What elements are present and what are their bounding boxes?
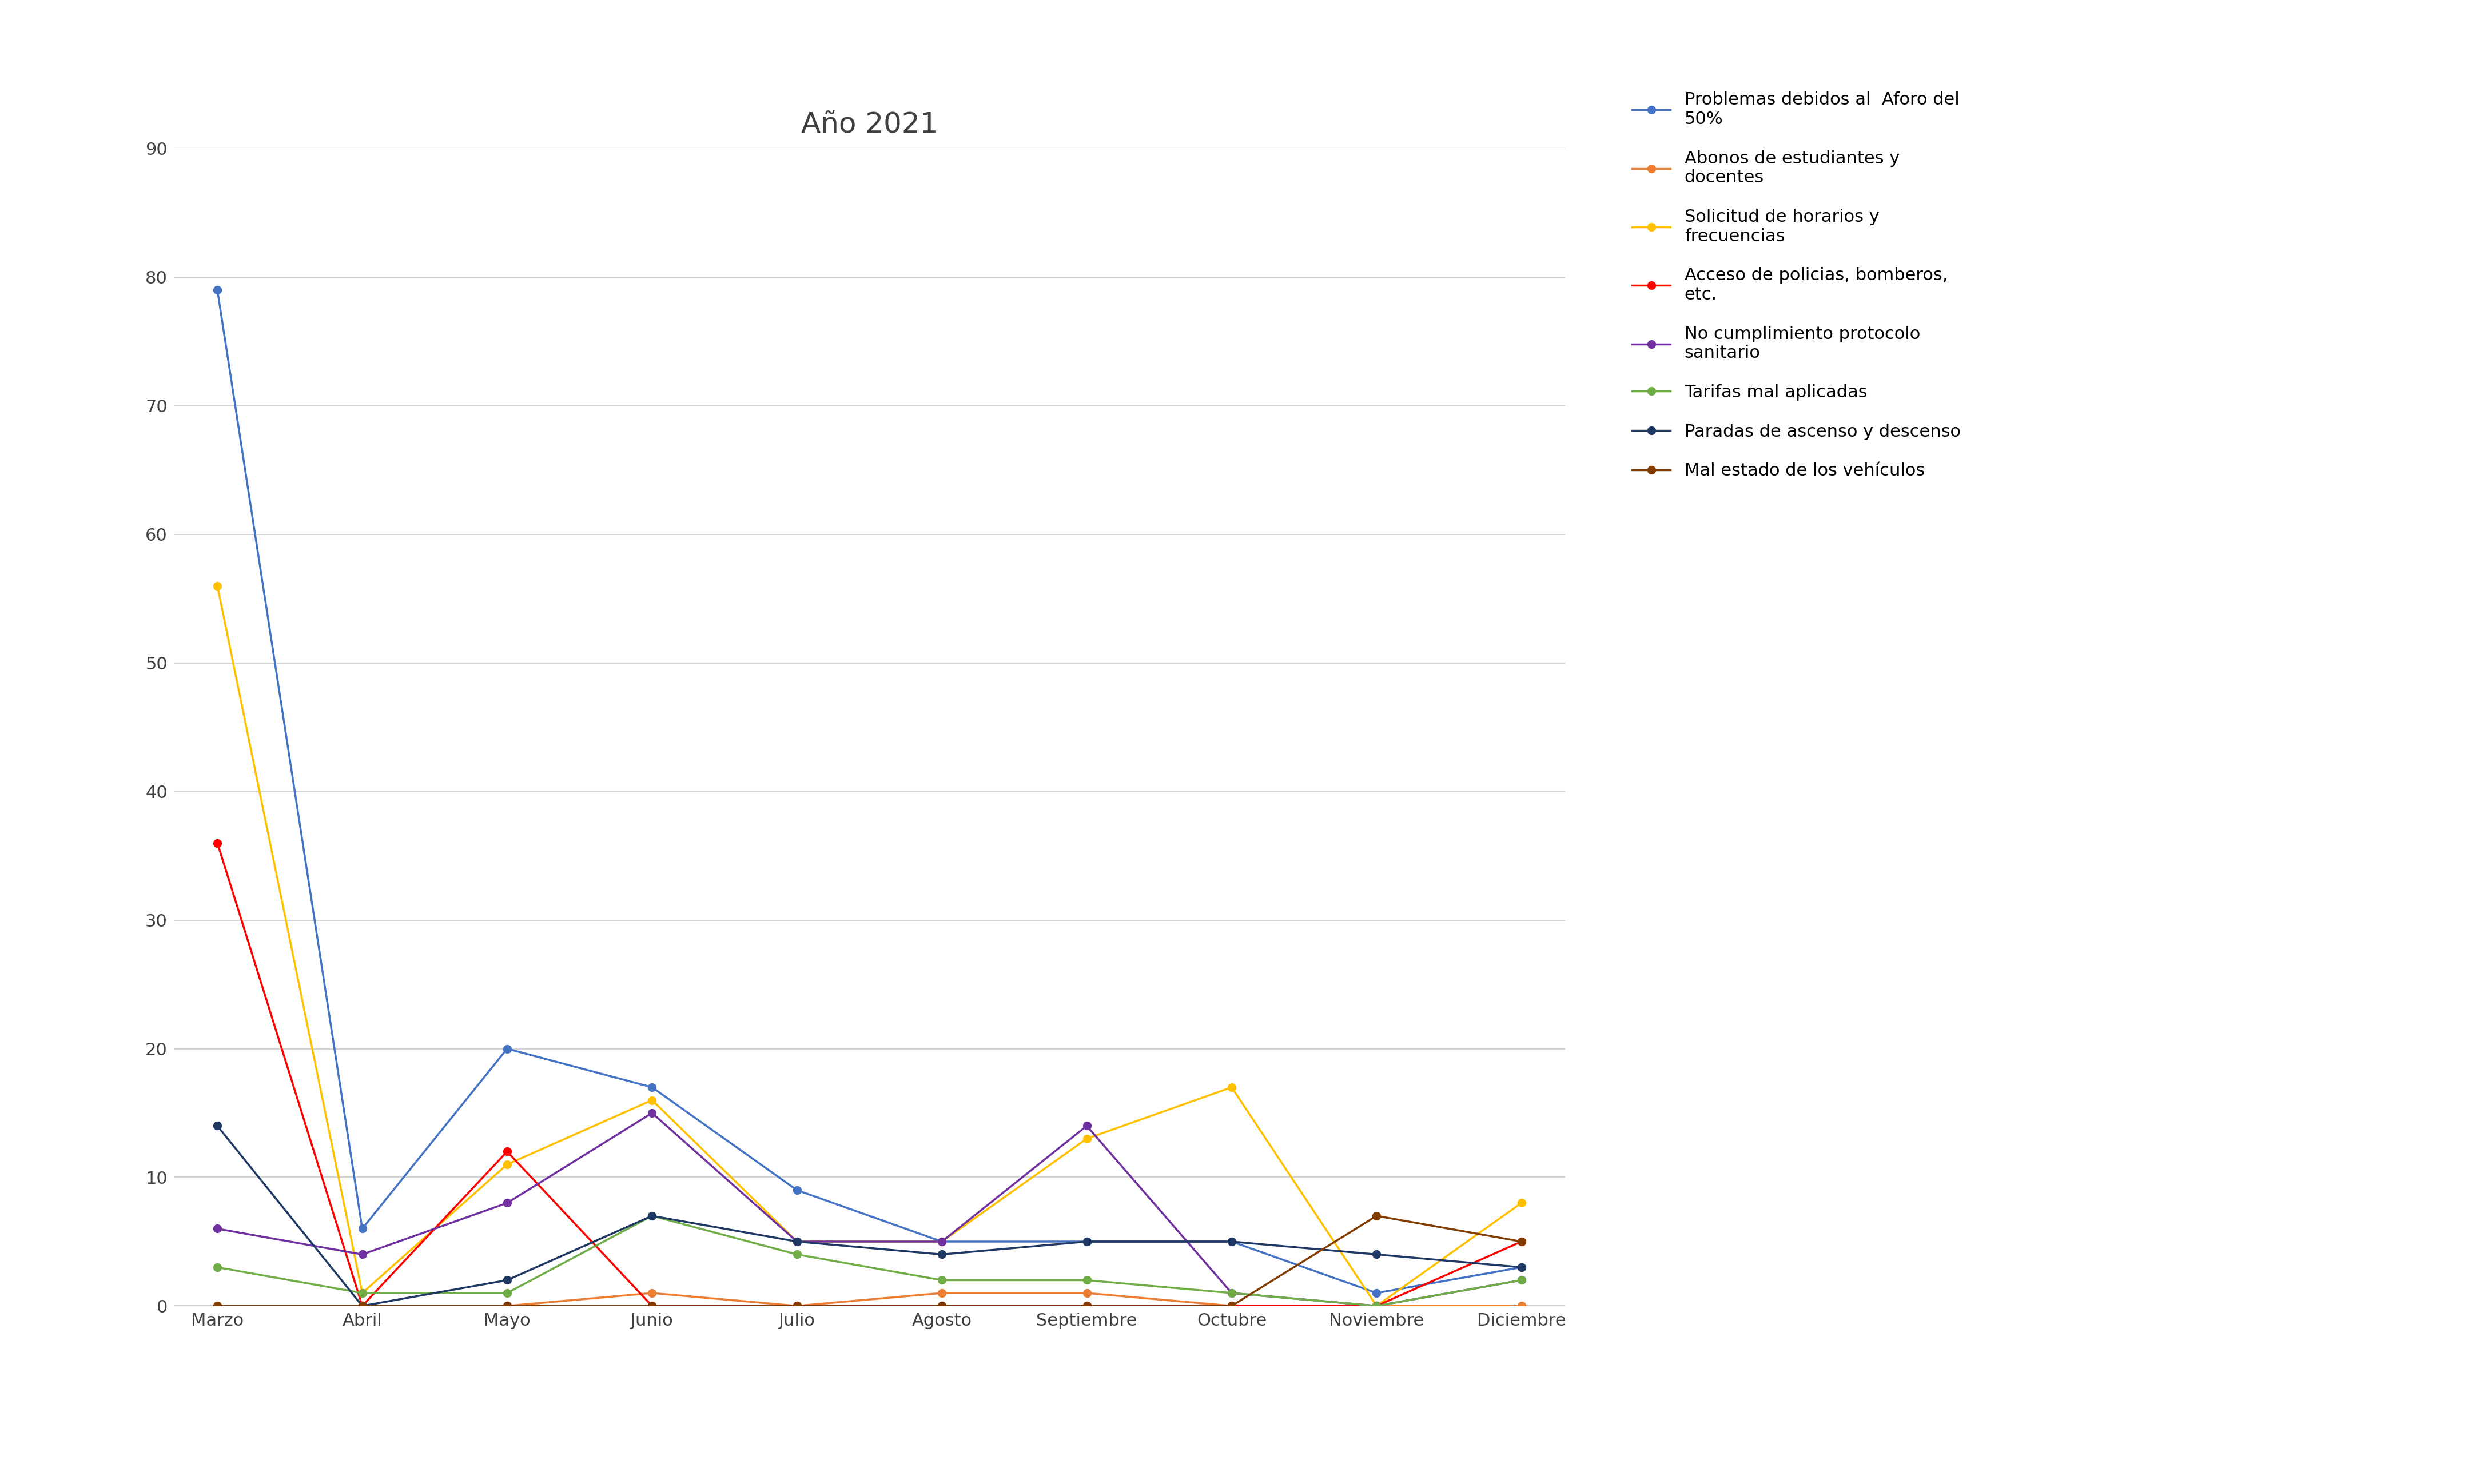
Paradas de ascenso y descenso <box>1073 1233 1103 1251</box>
Legend: Problemas debidos al  Aforo del
50%, Abonos de estudiantes y
docentes, Solicitud: Problemas debidos al Aforo del 50%, Abon… <box>1625 83 1970 488</box>
Line: Problemas debidos al  Aforo del
50%: Problemas debidos al Aforo del 50% <box>214 286 1525 1297</box>
Paradas de ascenso y descenso <box>782 1233 812 1251</box>
Mal estado de los vehículos <box>1073 1297 1103 1315</box>
Acceso de policias, bomberos,
etc. <box>782 1297 812 1315</box>
Problemas debidos al  Aforo del
50% <box>782 1181 812 1199</box>
Solicitud de horarios y
frecuencias <box>348 1284 378 1301</box>
Line: Paradas de ascenso y descenso: Paradas de ascenso y descenso <box>214 1122 1525 1310</box>
Abonos de estudiantes y
docentes <box>1505 1297 1535 1315</box>
Line: Mal estado de los vehículos: Mal estado de los vehículos <box>214 1212 1525 1310</box>
Mal estado de los vehículos <box>1217 1297 1247 1315</box>
Mal estado de los vehículos <box>1505 1233 1535 1251</box>
Line: No cumplimiento protocolo
sanitario: No cumplimiento protocolo sanitario <box>214 1109 1525 1310</box>
Abonos de estudiantes y
docentes <box>782 1297 812 1315</box>
Abonos de estudiantes y
docentes <box>1361 1297 1391 1315</box>
Tarifas mal aplicadas <box>1361 1297 1391 1315</box>
Mal estado de los vehículos <box>1361 1206 1391 1224</box>
Solicitud de horarios y
frecuencias <box>1361 1297 1391 1315</box>
Solicitud de horarios y
frecuencias <box>1073 1129 1103 1147</box>
Paradas de ascenso y descenso <box>204 1117 233 1135</box>
No cumplimiento protocolo
sanitario <box>1217 1284 1247 1301</box>
Abonos de estudiantes y
docentes <box>204 1297 233 1315</box>
Mal estado de los vehículos <box>204 1297 233 1315</box>
Abonos de estudiantes y
docentes <box>492 1297 522 1315</box>
Paradas de ascenso y descenso <box>1361 1245 1391 1263</box>
Tarifas mal aplicadas <box>1073 1272 1103 1290</box>
Tarifas mal aplicadas <box>204 1258 233 1276</box>
Line: Solicitud de horarios y
frecuencias: Solicitud de horarios y frecuencias <box>214 582 1525 1310</box>
Problemas debidos al  Aforo del
50% <box>204 280 233 298</box>
Problemas debidos al  Aforo del
50% <box>638 1079 668 1097</box>
Problemas debidos al  Aforo del
50% <box>1217 1233 1247 1251</box>
No cumplimiento protocolo
sanitario <box>204 1220 233 1238</box>
Paradas de ascenso y descenso <box>1505 1258 1535 1276</box>
Paradas de ascenso y descenso <box>638 1206 668 1224</box>
Acceso de policias, bomberos,
etc. <box>1073 1297 1103 1315</box>
Solicitud de horarios y
frecuencias <box>638 1091 668 1109</box>
Solicitud de horarios y
frecuencias <box>204 577 233 595</box>
Problemas debidos al  Aforo del
50% <box>492 1040 522 1058</box>
Acceso de policias, bomberos,
etc. <box>492 1143 522 1160</box>
Tarifas mal aplicadas <box>638 1206 668 1224</box>
Paradas de ascenso y descenso <box>492 1272 522 1290</box>
Acceso de policias, bomberos,
etc. <box>348 1297 378 1315</box>
Problemas debidos al  Aforo del
50% <box>1073 1233 1103 1251</box>
No cumplimiento protocolo
sanitario <box>1073 1117 1103 1135</box>
Paradas de ascenso y descenso <box>927 1245 956 1263</box>
Mal estado de los vehículos <box>782 1297 812 1315</box>
Solicitud de horarios y
frecuencias <box>1505 1195 1535 1212</box>
Tarifas mal aplicadas <box>927 1272 956 1290</box>
No cumplimiento protocolo
sanitario <box>1361 1297 1391 1315</box>
Abonos de estudiantes y
docentes <box>1073 1284 1103 1301</box>
Mal estado de los vehículos <box>638 1297 668 1315</box>
Problemas debidos al  Aforo del
50% <box>1505 1258 1535 1276</box>
Solicitud de horarios y
frecuencias <box>1217 1079 1247 1097</box>
Acceso de policias, bomberos,
etc. <box>204 834 233 852</box>
Acceso de policias, bomberos,
etc. <box>1505 1233 1535 1251</box>
Solicitud de horarios y
frecuencias <box>492 1156 522 1174</box>
Mal estado de los vehículos <box>348 1297 378 1315</box>
Line: Tarifas mal aplicadas: Tarifas mal aplicadas <box>214 1212 1525 1310</box>
No cumplimiento protocolo
sanitario <box>348 1245 378 1263</box>
No cumplimiento protocolo
sanitario <box>492 1195 522 1212</box>
Abonos de estudiantes y
docentes <box>638 1284 668 1301</box>
No cumplimiento protocolo
sanitario <box>1505 1272 1535 1290</box>
Acceso de policias, bomberos,
etc. <box>1217 1297 1247 1315</box>
Paradas de ascenso y descenso <box>1217 1233 1247 1251</box>
Solicitud de horarios y
frecuencias <box>927 1233 956 1251</box>
Mal estado de los vehículos <box>492 1297 522 1315</box>
No cumplimiento protocolo
sanitario <box>782 1233 812 1251</box>
Acceso de policias, bomberos,
etc. <box>638 1297 668 1315</box>
No cumplimiento protocolo
sanitario <box>927 1233 956 1251</box>
Problemas debidos al  Aforo del
50% <box>927 1233 956 1251</box>
Tarifas mal aplicadas <box>348 1284 378 1301</box>
Title: Año 2021: Año 2021 <box>800 111 939 138</box>
Abonos de estudiantes y
docentes <box>927 1284 956 1301</box>
Problemas debidos al  Aforo del
50% <box>348 1220 378 1238</box>
Tarifas mal aplicadas <box>1505 1272 1535 1290</box>
Line: Acceso de policias, bomberos,
etc.: Acceso de policias, bomberos, etc. <box>214 838 1525 1310</box>
No cumplimiento protocolo
sanitario <box>638 1104 668 1122</box>
Line: Abonos de estudiantes y
docentes: Abonos de estudiantes y docentes <box>214 1290 1525 1310</box>
Abonos de estudiantes y
docentes <box>1217 1297 1247 1315</box>
Tarifas mal aplicadas <box>1217 1284 1247 1301</box>
Mal estado de los vehículos <box>927 1297 956 1315</box>
Abonos de estudiantes y
docentes <box>348 1297 378 1315</box>
Tarifas mal aplicadas <box>782 1245 812 1263</box>
Solicitud de horarios y
frecuencias <box>782 1233 812 1251</box>
Paradas de ascenso y descenso <box>348 1297 378 1315</box>
Acceso de policias, bomberos,
etc. <box>1361 1297 1391 1315</box>
Tarifas mal aplicadas <box>492 1284 522 1301</box>
Problemas debidos al  Aforo del
50% <box>1361 1284 1391 1301</box>
Acceso de policias, bomberos,
etc. <box>927 1297 956 1315</box>
